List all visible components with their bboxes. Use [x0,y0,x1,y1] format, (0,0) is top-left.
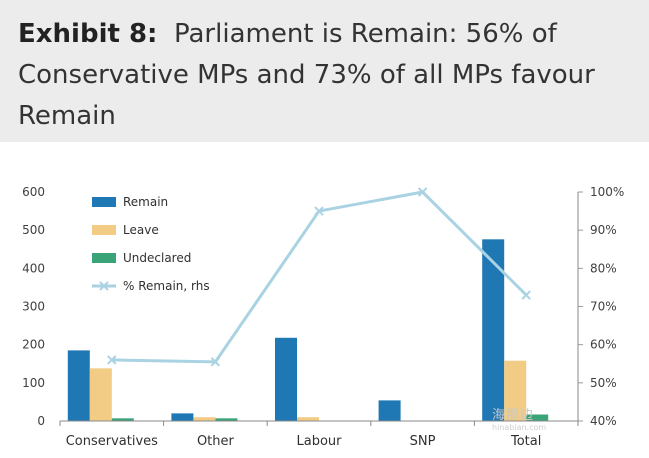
bar-undeclared [111,418,134,421]
legend-key-marker [99,281,109,291]
watermark: 海那边 hinabian.com [492,404,546,432]
y-tick-label: 300 [22,300,45,314]
legend-label: Undeclared [123,251,191,265]
y2-tick-label: 50% [590,376,617,390]
watermark-sub: hinabian.com [492,423,547,432]
y2-tick-label: 80% [590,261,617,275]
watermark-main: 海那边 [492,408,535,423]
y2-tick-label: 60% [590,338,617,352]
bar-remain [378,400,401,421]
x-tick-label: Other [197,434,235,449]
bar-leave [89,368,112,421]
line-point-marker [521,290,531,300]
y-tick-label: 400 [22,261,45,275]
legend-key-leave [92,225,116,235]
x-tick-label: Conservatives [66,434,158,449]
legend-label: % Remain, rhs [123,279,210,293]
bar-remain [482,239,505,421]
y-tick-label: 500 [22,223,45,237]
legend-key-remain [92,197,116,207]
x-tick-label: Labour [297,434,343,449]
title-text: Parliament is Remain: 56% of Conservativ… [18,19,595,131]
y-tick-label: 600 [22,185,45,199]
line-point-marker [107,355,117,365]
line-series-remain-pct [111,190,528,364]
y2-tick-label: 70% [590,300,617,314]
legend-label: Leave [123,223,159,237]
bar-remain [275,337,297,421]
bar-remain [67,350,90,421]
y2-tick-label: 100% [590,185,624,199]
line-point-marker [210,357,221,367]
header-panel: Exhibit 8: Parliament is Remain: 56% of … [0,0,649,142]
chart-title: Exhibit 8: Parliament is Remain: 56% of … [18,14,638,137]
bar-leave [193,417,216,421]
bar-undeclared [526,414,549,421]
y2-tick-label: 40% [590,414,617,428]
bar-undeclared [215,418,238,421]
bar-leave [297,417,319,421]
bar-remain [171,413,194,421]
line-point-marker [417,187,428,197]
y-tick-label: 200 [22,338,45,352]
combo-chart: 0 100 200 300 400 500 600 40% 50% 60% 70% 80% 90% 100… [22,185,624,449]
x-tick-label: SNP [410,434,436,449]
y2-tick-label: 90% [590,223,617,237]
legend-label: Remain [123,195,168,209]
legend-key-undeclared [92,253,116,263]
y-tick-label: 100 [22,376,45,390]
exhibit-label: Exhibit 8: [18,19,158,49]
bar-leave [504,360,527,421]
line-point-marker [314,206,324,216]
y-tick-label: 0 [37,414,45,428]
x-tick-label: Total [510,434,541,449]
